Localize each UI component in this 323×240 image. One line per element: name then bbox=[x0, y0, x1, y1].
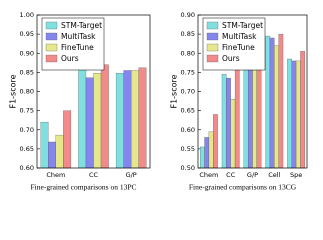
x-tick-label: CC bbox=[89, 171, 99, 179]
legend-label: FineTune bbox=[222, 43, 255, 52]
bar bbox=[234, 56, 240, 169]
legend-swatch bbox=[45, 43, 58, 52]
y-tick-label: 0.65 bbox=[181, 107, 195, 115]
bar bbox=[40, 121, 49, 169]
bar bbox=[221, 74, 227, 169]
bar bbox=[265, 35, 271, 169]
page: 0.60 0.65 0.70 0.75 0.80 0.85 0.90 0.95 1.00 F1-s… bbox=[8, 11, 308, 192]
y-tick-label: 0.70 bbox=[181, 88, 195, 96]
bar bbox=[295, 60, 301, 169]
y-tick-label: 0.85 bbox=[181, 30, 195, 38]
bar bbox=[78, 68, 87, 169]
bar bbox=[115, 72, 124, 169]
y-tick-label: 0.65 bbox=[20, 145, 34, 153]
bar bbox=[300, 51, 305, 169]
legend-swatch bbox=[206, 54, 219, 63]
y-tick-label: 0.80 bbox=[20, 88, 34, 96]
bar bbox=[200, 146, 205, 169]
bar bbox=[123, 70, 132, 169]
bar bbox=[85, 77, 94, 169]
x-tick-label: CC bbox=[226, 171, 236, 179]
bar bbox=[269, 37, 275, 169]
bar bbox=[213, 114, 218, 169]
bar bbox=[55, 134, 64, 169]
legend-swatch bbox=[206, 32, 219, 41]
y-tick-label: 0.90 bbox=[20, 49, 34, 57]
x-tick-label: G/P bbox=[247, 171, 258, 179]
x-tick-label: Cell bbox=[268, 171, 280, 179]
legend-swatch bbox=[45, 21, 58, 30]
x-tick-label: Chem bbox=[199, 171, 218, 179]
y-tick-label: 0.90 bbox=[181, 11, 195, 19]
y-tick-label: 0.50 bbox=[181, 164, 195, 172]
legend-swatch bbox=[45, 32, 58, 41]
legend-label: Ours bbox=[222, 54, 240, 63]
caption: Fine-grained comparisons on 13PC bbox=[30, 183, 136, 192]
bar bbox=[48, 141, 56, 169]
legend-swatch bbox=[206, 43, 219, 52]
y-tick-label: 0.75 bbox=[181, 68, 195, 76]
y-tick-label: 0.75 bbox=[20, 107, 34, 115]
y-tick-label: 0.60 bbox=[181, 126, 195, 134]
legend-label: MultiTask bbox=[61, 32, 96, 41]
bar bbox=[208, 131, 214, 169]
bar bbox=[131, 70, 139, 169]
axes-frame bbox=[197, 14, 308, 169]
x-tick-label: G/P bbox=[126, 171, 137, 179]
bar bbox=[243, 55, 249, 169]
y-tick-label: 0.95 bbox=[20, 30, 34, 38]
bar bbox=[278, 33, 284, 169]
axes-frame bbox=[36, 14, 151, 169]
x-tick-label: Chem bbox=[46, 171, 65, 179]
y-tick-label: 1.00 bbox=[20, 11, 34, 19]
legend-swatch bbox=[45, 54, 58, 63]
bar bbox=[204, 137, 210, 169]
bar bbox=[226, 77, 231, 169]
legend-label: FineTune bbox=[61, 43, 94, 52]
y-axis-label: F1-score bbox=[9, 74, 18, 108]
legend-label: STM-Target bbox=[61, 21, 102, 30]
y-tick-label: 0.55 bbox=[181, 145, 195, 153]
legend-label: STM-Target bbox=[222, 21, 263, 30]
y-tick-label: 0.85 bbox=[20, 68, 34, 76]
caption: Fine-grained comparisons on 13CG bbox=[189, 183, 297, 192]
bar bbox=[287, 58, 292, 169]
bar bbox=[230, 99, 236, 169]
bar bbox=[100, 64, 109, 169]
bar bbox=[138, 67, 147, 169]
x-tick-label: Spe bbox=[290, 171, 302, 179]
figure: 0.60 0.65 0.70 0.75 0.80 0.85 0.90 0.95 1.00 F1-s… bbox=[9, 11, 308, 192]
legend-label: MultiTask bbox=[222, 32, 257, 41]
y-tick-label: 0.60 bbox=[20, 164, 34, 172]
bar bbox=[274, 45, 279, 169]
y-tick-label: 0.70 bbox=[20, 126, 34, 134]
bar bbox=[63, 110, 72, 169]
y-axis-label: F1-score bbox=[170, 74, 179, 108]
bar bbox=[291, 60, 297, 169]
bar bbox=[93, 72, 102, 169]
y-tick-label: 0.80 bbox=[181, 49, 195, 57]
legend-label: Ours bbox=[61, 54, 79, 63]
legend-swatch bbox=[206, 21, 219, 30]
